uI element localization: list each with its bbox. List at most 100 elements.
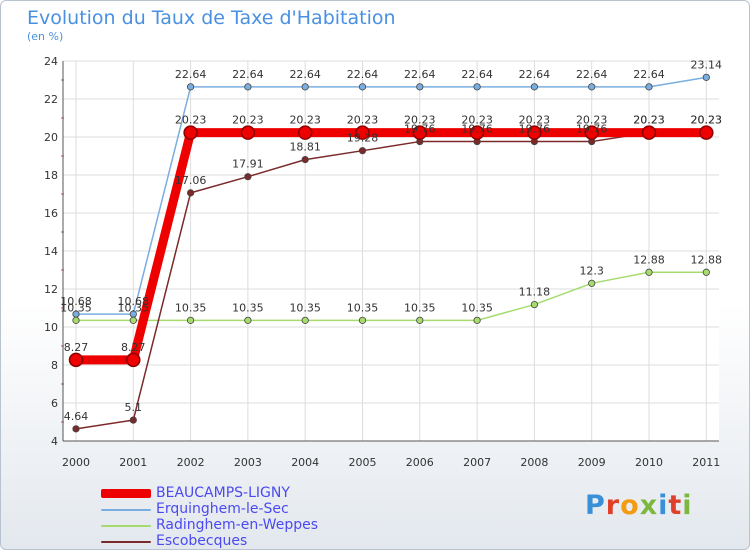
logo-letter: o <box>620 490 640 521</box>
y-tick-label: 12 <box>44 283 58 296</box>
data-point <box>699 125 714 140</box>
data-point <box>473 316 481 324</box>
data-point <box>244 316 252 324</box>
data-label: 19.76 <box>461 123 493 136</box>
legend-item: Escobecques <box>101 533 361 549</box>
data-point <box>469 125 485 140</box>
data-label: 20.23 <box>232 114 264 127</box>
data-point <box>301 156 309 164</box>
data-point <box>416 83 424 91</box>
legend-label: Erquinghem-le-Sec <box>156 501 289 517</box>
data-label: 22.64 <box>404 68 436 81</box>
data-point <box>72 425 80 433</box>
logo-letter: r <box>605 490 621 521</box>
data-label: 12.88 <box>691 253 723 266</box>
series-line-2 <box>75 271 708 322</box>
data-point <box>530 83 539 91</box>
legend-label: BEAUCAMPS-LIGNY <box>156 485 290 501</box>
proxiti-logo: Proxiti <box>585 490 693 521</box>
data-point <box>412 125 428 140</box>
data-point <box>473 83 481 91</box>
series-line-1 <box>75 76 708 315</box>
y-tick-label: 18 <box>44 169 58 182</box>
x-tick-label: 2011 <box>692 456 720 469</box>
legend-label: Escobecques <box>156 533 248 549</box>
data-point <box>530 300 539 309</box>
x-tick-label: 2004 <box>291 456 319 469</box>
data-label: 20.23 <box>175 114 207 127</box>
y-tick-label: 20 <box>44 131 58 144</box>
y-tick-label: 10 <box>44 321 58 334</box>
data-point <box>297 125 313 140</box>
x-tick-label: 2008 <box>520 456 548 469</box>
data-label: 12.3 <box>579 264 604 277</box>
data-point <box>645 83 653 91</box>
logo-letter: t <box>668 490 683 521</box>
y-tick-label: 6 <box>51 397 58 410</box>
data-label: 20.23 <box>691 114 723 127</box>
data-point <box>72 316 80 324</box>
logo-letter: P <box>585 490 606 521</box>
data-point <box>358 83 367 91</box>
data-label: 10.68 <box>60 295 92 308</box>
data-label: 22.64 <box>633 68 665 81</box>
y-tick-label: 14 <box>44 245 58 258</box>
data-point <box>187 316 195 324</box>
data-label: 20.23 <box>461 114 493 127</box>
x-tick-label: 2009 <box>578 456 606 469</box>
data-label: 22.64 <box>519 68 551 81</box>
legend-swatch <box>101 509 151 511</box>
data-point <box>129 316 137 324</box>
data-label: 10.35 <box>232 301 264 314</box>
data-point <box>129 416 137 424</box>
logo-letter: i <box>682 490 693 521</box>
data-point <box>702 268 710 276</box>
legend-swatch <box>101 541 151 543</box>
chart-legend: BEAUCAMPS-LIGNY Erquinghem-le-Sec Radinghe… <box>101 485 361 549</box>
x-tick-label: 2003 <box>234 456 262 469</box>
x-tick-label: 2006 <box>406 456 434 469</box>
data-point <box>641 125 657 140</box>
data-point <box>588 279 596 287</box>
data-label: 19.76 <box>519 123 551 136</box>
data-label: 5.1 <box>125 401 143 414</box>
x-tick-label: 2010 <box>635 456 663 469</box>
x-tick-label: 2005 <box>349 456 377 469</box>
data-label: 10.35 <box>175 301 207 314</box>
series-line-3 <box>75 131 708 430</box>
data-label: 17.06 <box>175 174 207 187</box>
data-label: 20.23 <box>576 114 608 127</box>
x-tick-label: 2002 <box>177 456 205 469</box>
data-label: 19.28 <box>347 132 379 145</box>
series-line-0 <box>71 128 711 365</box>
data-label: 10.35 <box>404 301 436 314</box>
y-tick-label: 8 <box>51 359 58 372</box>
legend-swatch <box>101 489 151 498</box>
data-label: 20.23 <box>289 114 321 127</box>
data-label: 10.68 <box>118 295 150 308</box>
data-point <box>183 125 198 140</box>
data-label: 20.23 <box>347 114 379 127</box>
data-point <box>584 125 599 140</box>
data-point <box>416 316 424 324</box>
data-label: 8.27 <box>121 341 146 354</box>
data-label: 10.35 <box>60 301 92 314</box>
data-label: 20.23 <box>633 114 665 127</box>
data-label: 19.76 <box>576 123 608 136</box>
legend-item: Erquinghem-le-Sec <box>101 501 361 518</box>
data-label: 8.27 <box>64 341 89 354</box>
data-label: 12.88 <box>633 253 665 266</box>
data-point <box>244 83 252 91</box>
data-label: 18.81 <box>289 141 321 154</box>
data-point <box>588 83 596 91</box>
data-point <box>244 173 252 181</box>
data-label: 4.64 <box>64 410 89 423</box>
data-point <box>527 125 542 140</box>
y-tick-label: 22 <box>44 93 58 106</box>
legend-item: BEAUCAMPS-LIGNY <box>101 485 361 502</box>
x-tick-label: 2000 <box>62 456 90 469</box>
data-point <box>187 189 195 197</box>
legend-label: Radinghem-en-Weppes <box>156 517 318 533</box>
data-point <box>358 147 367 155</box>
